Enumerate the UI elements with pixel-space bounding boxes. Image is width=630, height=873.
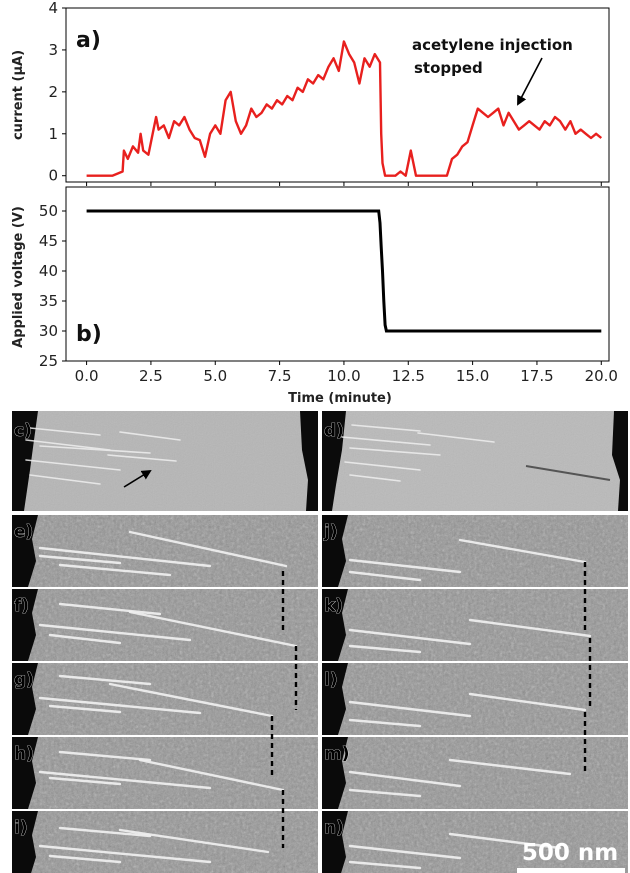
chart-a-annotation-line1: acetylene injection [412, 36, 573, 54]
chart-b-xtick-label: 0.0 [75, 367, 99, 385]
chart-a-ytick-label: 2 [48, 83, 58, 101]
micrograph-i: i) [12, 811, 318, 873]
micrograph-label-i: i) [14, 818, 28, 838]
chart-b-frame [65, 186, 610, 362]
micrograph-g: g) [12, 663, 318, 735]
chart-b: 0.0 2.5 5.0 7.5 10.0 12.5 15.0 17.5 20.0 25 30 35 40… [11, 186, 618, 406]
micrograph-label-l: l) [324, 670, 338, 690]
micrograph-label-j: j) [323, 522, 338, 542]
micrograph-n: n) [322, 811, 628, 873]
chart-b-xtick-label: 15.0 [456, 367, 489, 385]
chart-b-xtick-label: 17.5 [520, 367, 553, 385]
chart-b-ylabel: Applied voltage (V) [11, 206, 26, 348]
chart-b-ytick-label: 25 [39, 352, 58, 370]
micrograph-l: l) [322, 663, 628, 735]
micrograph-f: f) [12, 589, 318, 661]
chart-a-ytick-label: 3 [48, 41, 58, 59]
chart-b-ytick-label: 35 [39, 292, 58, 310]
micrograph-label-c: c) [14, 421, 32, 441]
micrograph-d: d) [322, 411, 628, 511]
micrograph-label-k: k) [324, 596, 343, 616]
chart-a-ytick-label: 0 [48, 167, 58, 185]
tracking-lines [270, 562, 592, 848]
scale-bar-label: 500 nm [522, 840, 618, 866]
chart-b-xtick-label: 5.0 [203, 367, 227, 385]
micrograph-c-arrow [123, 469, 152, 488]
micrograph-m: m) [322, 737, 628, 809]
chart-b-ytick-label: 50 [39, 202, 58, 220]
chart-b-xtick-label: 12.5 [392, 367, 425, 385]
micrograph-label-n: n) [324, 818, 344, 838]
chart-a-annotation-line2: stopped [414, 59, 483, 77]
micrograph-grid: c) d) e) j) f) k) g) l) h) m) i) n) [12, 411, 628, 873]
micrograph-e: e) [12, 515, 318, 587]
chart-a-ytick-label: 4 [48, 0, 58, 17]
chart-b-voltage-line [86, 209, 602, 333]
micrograph-label-g: g) [14, 670, 34, 690]
micrograph-label-d: d) [324, 421, 344, 441]
chart-b-xtick-label: 2.5 [139, 367, 163, 385]
chart-b-ytick-label: 30 [39, 322, 58, 340]
chart-a-annotation-arrow [517, 57, 543, 106]
chart-b-xtick-label: 20.0 [585, 367, 618, 385]
chart-b-xlabel: Time (minute) [288, 391, 392, 406]
chart-a: 0 1 2 3 4 current (μA) a) acetylene injectio… [11, 0, 610, 186]
chart-b-ytick-label: 40 [39, 262, 58, 280]
micrograph-h: h) [12, 737, 318, 809]
micrograph-j: j) [322, 515, 628, 587]
chart-b-panel-label: b) [76, 322, 102, 347]
micrograph-label-h: h) [14, 744, 34, 764]
chart-a-ylabel: current (μA) [11, 50, 26, 140]
micrograph-label-m: m) [324, 744, 349, 764]
micrograph-k: k) [322, 589, 628, 661]
chart-b-xtick-label: 7.5 [268, 367, 292, 385]
chart-a-current-line [86, 40, 603, 177]
chart-a-frame [65, 7, 610, 183]
micrograph-c: c) [12, 411, 318, 511]
micrograph-label-f: f) [14, 596, 29, 616]
micrograph-label-e: e) [14, 522, 33, 542]
chart-b-xtick-label: 10.0 [327, 367, 360, 385]
chart-a-panel-label: a) [76, 28, 101, 53]
chart-a-ytick-label: 1 [48, 125, 58, 143]
chart-b-ytick-label: 45 [39, 232, 58, 250]
scale-bar: 500 nm [517, 840, 625, 873]
